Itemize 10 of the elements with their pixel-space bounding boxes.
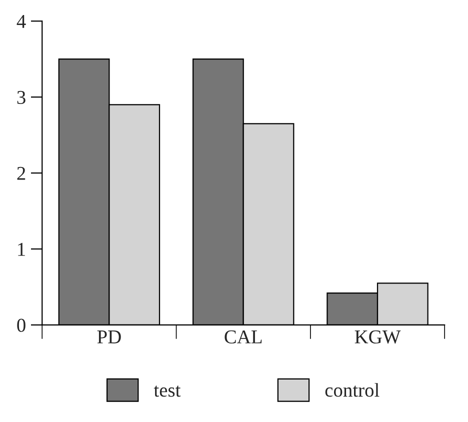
x-tick-label: KGW bbox=[354, 330, 401, 344]
y-tick-label: 4 bbox=[16, 15, 26, 28]
y-tick-label: 1 bbox=[18, 242, 25, 256]
legend-label: test bbox=[154, 386, 181, 397]
x-tick-label: CAL bbox=[224, 330, 262, 344]
legend-label: control bbox=[325, 383, 380, 397]
x-tick-label: PD bbox=[97, 330, 121, 344]
y-tick-label: 0 bbox=[17, 318, 26, 332]
y-tick-label: 2 bbox=[17, 166, 26, 180]
y-tick-label: 3 bbox=[17, 90, 26, 104]
